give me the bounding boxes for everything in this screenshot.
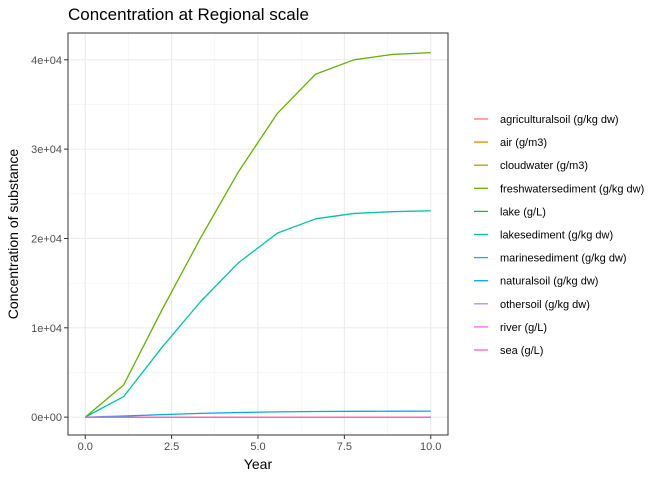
legend-label: freshwatersediment (g/kg dw): [500, 183, 644, 195]
y-tick-label: 1e+04: [31, 323, 62, 335]
x-axis-title: Year: [244, 456, 273, 472]
legend-label: othersoil (g/kg dw): [500, 299, 590, 311]
legend-label: river (g/L): [500, 322, 547, 334]
x-tick-label: 5.0: [250, 441, 265, 453]
legend-label: agriculturalsoil (g/kg dw): [500, 114, 619, 126]
legend-label: air (g/m3): [500, 137, 547, 149]
y-tick-label: 2e+04: [31, 233, 62, 245]
y-axis-title: Concentration of substance: [5, 149, 21, 320]
chart-title: Concentration at Regional scale: [68, 5, 309, 24]
x-tick-label: 0.0: [78, 441, 93, 453]
legend-label: sea (g/L): [500, 345, 543, 357]
legend-label: lake (g/L): [500, 206, 546, 218]
y-tick-label: 3e+04: [31, 144, 62, 156]
x-tick-label: 7.5: [337, 441, 352, 453]
x-tick-label: 2.5: [164, 441, 179, 453]
legend-label: marinesediment (g/kg dw): [500, 253, 627, 265]
legend-label: naturalsoil (g/kg dw): [500, 276, 598, 288]
x-tick-label: 10.0: [420, 441, 441, 453]
y-tick-label: 0e+00: [31, 412, 62, 424]
legend-label: lakesediment (g/kg dw): [500, 230, 613, 242]
legend-label: cloudwater (g/m3): [500, 160, 588, 172]
y-tick-label: 4e+04: [31, 55, 62, 67]
